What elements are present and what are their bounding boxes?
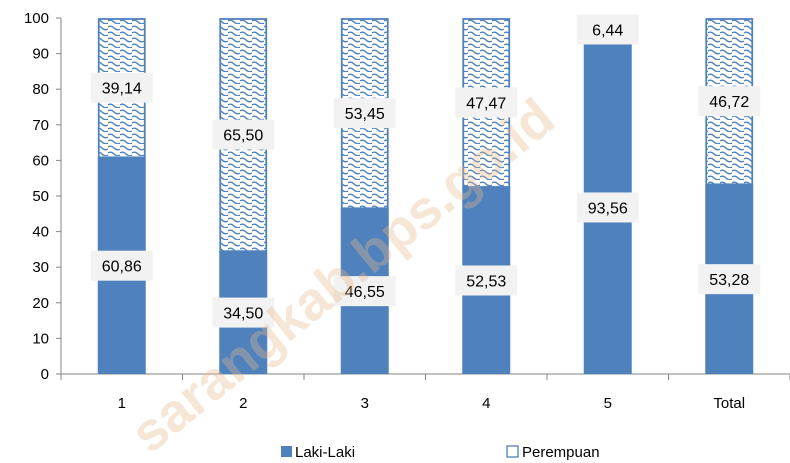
data-label-perempuan-box (212, 119, 275, 150)
data-label-laki-laki: 93,56 (588, 200, 628, 217)
x-tick-label: 3 (361, 395, 369, 412)
legend-label-perempuan: Perempuan (522, 444, 600, 461)
x-tick-label: 5 (604, 395, 612, 412)
y-tick-label: 100 (24, 10, 49, 27)
y-tick-label: 80 (32, 81, 49, 98)
data-label-perempuan-box (90, 72, 153, 103)
legend-swatch-perempuan (506, 445, 519, 458)
legend-swatch-laki-laki (281, 446, 292, 457)
data-label-laki-laki-box (455, 265, 518, 296)
y-tick-label: 30 (32, 259, 49, 276)
data-label-perempuan-box (698, 86, 761, 117)
data-label-laki-laki-box (212, 297, 275, 328)
data-label-perempuan-box (576, 14, 639, 45)
data-label-perempuan: 53,45 (345, 106, 385, 123)
legend-label-laki-laki: Laki-Laki (295, 444, 355, 461)
data-label-perempuan-box (455, 87, 518, 118)
data-label-laki-laki-box (576, 192, 639, 223)
data-label-laki-laki-box (698, 264, 761, 295)
y-tick-label: 90 (32, 46, 49, 63)
axes: 0 10 20 30 40 50 60 70 80 90 100 1 2 3 4 5 Total (24, 10, 790, 412)
y-tick-label: 40 (32, 224, 49, 241)
y-tick-label: 50 (32, 188, 49, 205)
y-tick-label: 60 (32, 152, 49, 169)
legend: Laki-Laki Perempuan (281, 444, 600, 461)
data-label-perempuan: 6,44 (592, 22, 623, 39)
data-label-laki-laki: 53,28 (709, 272, 749, 289)
data-label-laki-laki: 34,50 (223, 306, 263, 323)
y-tick-label: 0 (41, 366, 49, 383)
x-tick-label: 4 (482, 395, 490, 412)
data-label-perempuan-box (333, 98, 396, 129)
data-label-laki-laki: 60,86 (102, 259, 142, 276)
data-label-perempuan: 39,14 (102, 81, 142, 98)
x-tick-label: 1 (118, 395, 126, 412)
data-label-perempuan: 46,72 (709, 94, 749, 111)
y-tick-label: 70 (32, 117, 49, 134)
data-label-laki-laki-box (90, 250, 153, 281)
data-label-laki-laki: 52,53 (466, 273, 506, 290)
data-labels: 60,86 39,14 34,50 65,50 46,55 53,45 52,53 47,47… (90, 14, 761, 328)
x-tick-label: 2 (239, 395, 247, 412)
data-label-perempuan: 47,47 (466, 95, 506, 112)
y-tick-label: 10 (32, 330, 49, 347)
data-label-laki-laki-box (333, 276, 396, 307)
data-label-perempuan: 65,50 (223, 128, 263, 145)
x-tick-label: Total (713, 395, 745, 412)
data-label-laki-laki: 46,55 (345, 284, 385, 301)
y-tick-label: 20 (32, 295, 49, 312)
